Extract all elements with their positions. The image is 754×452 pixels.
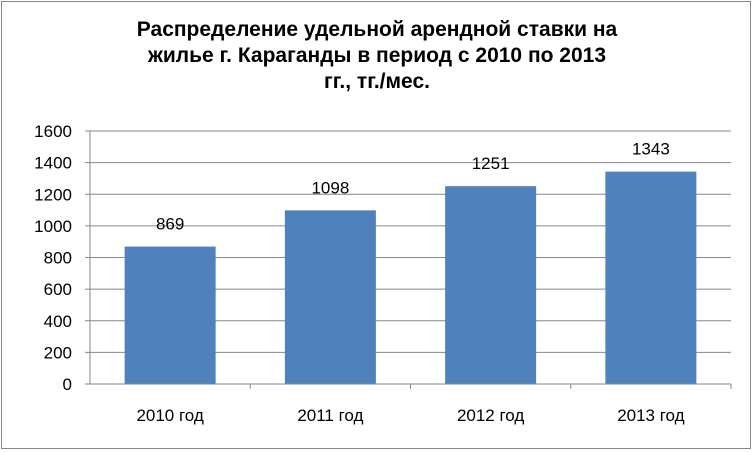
bar [605, 171, 697, 384]
x-tick-label: 2011 год [297, 406, 363, 425]
x-tick-label: 2012 год [457, 406, 524, 425]
y-tick-label: 1200 [34, 185, 72, 204]
bar [124, 246, 216, 384]
chart-title: Распределение удельной арендной ставки н… [0, 17, 754, 95]
y-tick-label: 600 [44, 280, 72, 299]
data-label: 1098 [311, 178, 349, 197]
y-tick-label: 200 [44, 343, 72, 362]
data-label: 1343 [632, 140, 670, 159]
bar [284, 210, 376, 384]
y-tick-label: 800 [44, 249, 72, 268]
data-label: 1251 [472, 154, 510, 173]
chart-title-line: жилье г. Караганды в период с 2010 по 20… [147, 44, 607, 67]
y-tick-label: 1600 [34, 122, 72, 141]
data-label: 869 [156, 215, 184, 234]
y-tick-label: 1000 [34, 217, 72, 236]
y-tick-label: 0 [63, 375, 72, 394]
chart-title-line: гг., тг./мес. [324, 70, 430, 93]
x-tick-label: 2013 год [617, 406, 684, 425]
x-tick-label: 2010 год [136, 406, 203, 425]
y-tick-label: 400 [44, 312, 72, 331]
y-tick-label: 1400 [34, 154, 72, 173]
chart-title-line: Распределение удельной арендной ставки н… [136, 18, 618, 41]
bar [445, 186, 537, 384]
